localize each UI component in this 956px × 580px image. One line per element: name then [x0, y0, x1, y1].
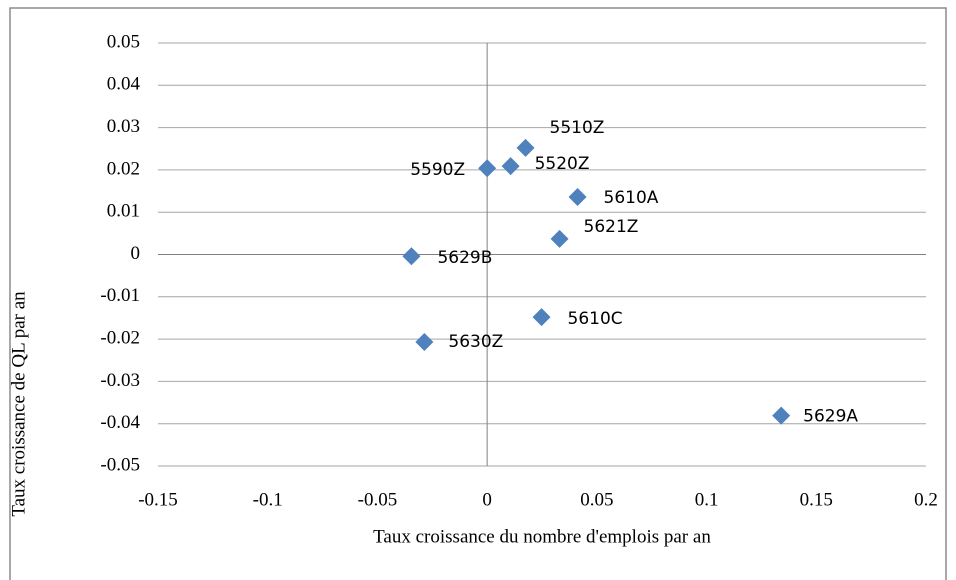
marker — [478, 159, 497, 178]
y-tick-label: -0.03 — [100, 370, 140, 391]
point-label: 5621Z — [584, 217, 639, 237]
point-label: 5510Z — [550, 118, 605, 138]
marker — [415, 333, 434, 352]
x-tick-label: 0.15 — [800, 489, 833, 510]
marker — [568, 187, 587, 206]
point-label: 5630Z — [448, 332, 503, 352]
marker — [550, 229, 569, 248]
marker — [501, 157, 520, 176]
x-tick-label: 0.05 — [580, 489, 613, 510]
point-label: 5629A — [803, 407, 858, 427]
point-label: 5590Z — [410, 160, 465, 180]
y-tick-label: 0.04 — [107, 74, 141, 95]
y-tick-label: -0.04 — [100, 412, 140, 433]
marker — [772, 406, 791, 425]
x-tick-label: -0.05 — [358, 489, 398, 510]
y-tick-label: 0.01 — [107, 201, 140, 222]
point-label: 5520Z — [535, 154, 590, 174]
point-label: 5610C — [568, 309, 623, 329]
x-tick-label: 0 — [482, 489, 492, 510]
x-tick-label: -0.15 — [138, 489, 178, 510]
x-tick-label: -0.1 — [253, 489, 283, 510]
y-tick-label: -0.02 — [100, 327, 140, 348]
y-tick-label: -0.01 — [100, 285, 140, 306]
y-tick-label: -0.05 — [100, 454, 140, 475]
chart-frame — [9, 7, 947, 580]
y-tick-label: 0.05 — [107, 31, 140, 52]
marker — [402, 247, 421, 266]
y-tick-label: 0 — [131, 243, 141, 264]
marker — [532, 308, 551, 327]
marker — [516, 138, 535, 157]
x-axis-label: Taux croissance du nombre d'emplois par … — [373, 526, 711, 547]
x-tick-label: 0.1 — [695, 489, 719, 510]
x-tick-label: 0.2 — [914, 489, 938, 510]
y-tick-label: 0.02 — [107, 158, 140, 179]
point-label: 5629B — [437, 248, 492, 268]
point-label: 5610A — [604, 188, 659, 208]
y-tick-label: 0.03 — [107, 116, 140, 137]
y-axis-label: Taux croissance de QL par an — [8, 291, 29, 517]
